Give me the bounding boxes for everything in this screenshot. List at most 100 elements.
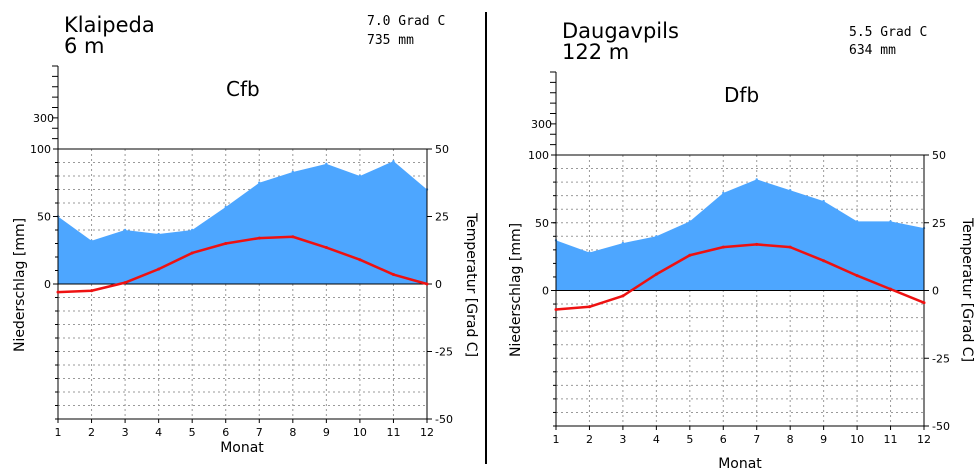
y-tick-label-temperature: 0 (932, 285, 939, 298)
precipitation-point-month-2 (588, 251, 591, 254)
temperature-point-month-9 (822, 259, 826, 263)
y-axis-label-precipitation: Niederschlag [mm] (12, 218, 28, 352)
temperature-point-month-2 (587, 305, 591, 309)
x-axis-label: Monat (718, 456, 762, 472)
precipitation-point-month-5 (190, 228, 194, 232)
precipitation-point-month-5 (688, 220, 692, 223)
precipitation-area (58, 161, 427, 284)
x-tick-label: 12 (917, 433, 931, 446)
station-name: Klaipeda (64, 13, 155, 37)
x-tick-label: 8 (289, 426, 296, 439)
x-tick-label: 6 (720, 433, 727, 446)
y-tick-label-precipitation: 50 (37, 211, 51, 224)
x-tick-label: 4 (155, 426, 162, 439)
x-tick-label: 1 (553, 433, 560, 446)
y-axis-label-temperature: Temperatur [Grad C] (959, 217, 974, 362)
x-tick-label: 8 (787, 433, 794, 446)
x-tick-label: 2 (88, 426, 95, 439)
x-tick-label: 6 (222, 426, 229, 439)
y-tick-label-temperature: 0 (435, 278, 442, 291)
temperature-point-month-11 (889, 287, 893, 291)
x-tick-label: 9 (323, 426, 330, 439)
temperature-point-month-1 (56, 290, 60, 294)
climate-classification: Cfb (226, 77, 260, 101)
temperature-point-month-5 (688, 253, 692, 257)
temperature-point-month-8 (788, 245, 792, 249)
x-tick-label: 3 (122, 426, 129, 439)
precipitation-point-month-3 (123, 228, 127, 232)
y-tick-label-precipitation: 0 (542, 285, 549, 298)
temperature-point-month-3 (621, 294, 625, 298)
x-tick-label: 9 (820, 433, 827, 446)
station-name: Daugavpils (562, 19, 679, 43)
precipitation-point-month-8 (291, 170, 295, 174)
station-elevation: 6 m (64, 34, 105, 58)
y-tick-label-precipitation: 50 (535, 217, 549, 230)
x-tick-label: 1 (55, 426, 62, 439)
temperature-point-month-2 (90, 289, 94, 293)
precipitation-point-month-9 (822, 199, 825, 203)
precipitation-point-month-6 (224, 205, 227, 209)
y-tick-label-temperature: 25 (435, 211, 449, 224)
y-tick-label-temperature: -25 (932, 352, 950, 365)
annual-precipitation: 634 mm (849, 43, 896, 58)
precipitation-point-month-10 (358, 174, 362, 178)
x-tick-label: 2 (586, 433, 593, 446)
temperature-point-month-10 (855, 274, 859, 278)
temperature-point-month-1 (554, 307, 558, 311)
y-tick-label-temperature: 25 (932, 217, 946, 230)
y-tick-label-precipitation: 300 (33, 112, 54, 125)
precipitation-point-month-11 (889, 220, 892, 223)
precipitation-point-month-2 (90, 239, 93, 242)
mean-temperature: 5.5 Grad C (849, 25, 927, 40)
temperature-point-month-7 (755, 242, 759, 246)
x-tick-label: 11 (386, 426, 400, 439)
precipitation-point-month-3 (621, 241, 625, 245)
y-tick-label-precipitation: 100 (528, 149, 549, 162)
x-tick-label: 10 (850, 433, 864, 446)
precipitation-point-month-7 (755, 178, 758, 181)
precipitation-point-month-11 (392, 159, 395, 163)
climate-chart-klaipeda: Klaipeda 6 m 7.0 Grad C 735 mm Cfb Niede… (12, 13, 479, 456)
station-elevation: 122 m (562, 40, 629, 64)
y-tick-label-temperature: 50 (435, 143, 449, 156)
temperature-point-month-6 (721, 245, 725, 249)
precipitation-point-month-7 (258, 181, 261, 184)
y-tick-label-precipitation: 100 (30, 143, 51, 156)
x-tick-label: 10 (353, 426, 367, 439)
climate-classification: Dfb (724, 83, 759, 107)
y-tick-label-temperature: -50 (435, 413, 453, 426)
y-tick-label-precipitation: 0 (44, 278, 51, 291)
x-tick-label: 5 (189, 426, 196, 439)
temperature-point-month-7 (257, 236, 261, 240)
precipitation-point-month-8 (788, 189, 792, 192)
y-tick-label-precipitation: 300 (531, 118, 552, 131)
x-tick-label: 11 (884, 433, 898, 446)
x-tick-label: 3 (619, 433, 626, 446)
x-tick-label: 12 (420, 426, 434, 439)
precipitation-point-month-9 (325, 162, 328, 166)
x-axis-label: Monat (220, 440, 264, 456)
temperature-point-month-4 (654, 272, 658, 276)
precipitation-area (556, 179, 924, 291)
temperature-point-month-10 (358, 258, 362, 262)
y-tick-label-temperature: -50 (932, 420, 950, 433)
temperature-point-month-4 (157, 267, 161, 271)
temperature-point-month-8 (291, 235, 295, 239)
temperature-point-month-9 (324, 246, 328, 250)
precipitation-point-month-4 (157, 232, 160, 236)
x-tick-label: 7 (256, 426, 263, 439)
x-tick-label: 5 (686, 433, 693, 446)
temperature-line (57, 235, 428, 294)
precipitation-point-month-4 (655, 235, 658, 238)
y-axis-label-precipitation: Niederschlag [mm] (508, 223, 524, 357)
y-tick-label-temperature: 50 (932, 149, 946, 162)
x-tick-label: 4 (653, 433, 660, 446)
annual-precipitation: 735 mm (367, 33, 414, 48)
precipitation-point-month-10 (855, 220, 859, 223)
x-tick-label: 7 (753, 433, 760, 446)
temperature-point-month-11 (391, 273, 395, 277)
y-axis-label-temperature: Temperatur [Grad C] (463, 212, 479, 357)
